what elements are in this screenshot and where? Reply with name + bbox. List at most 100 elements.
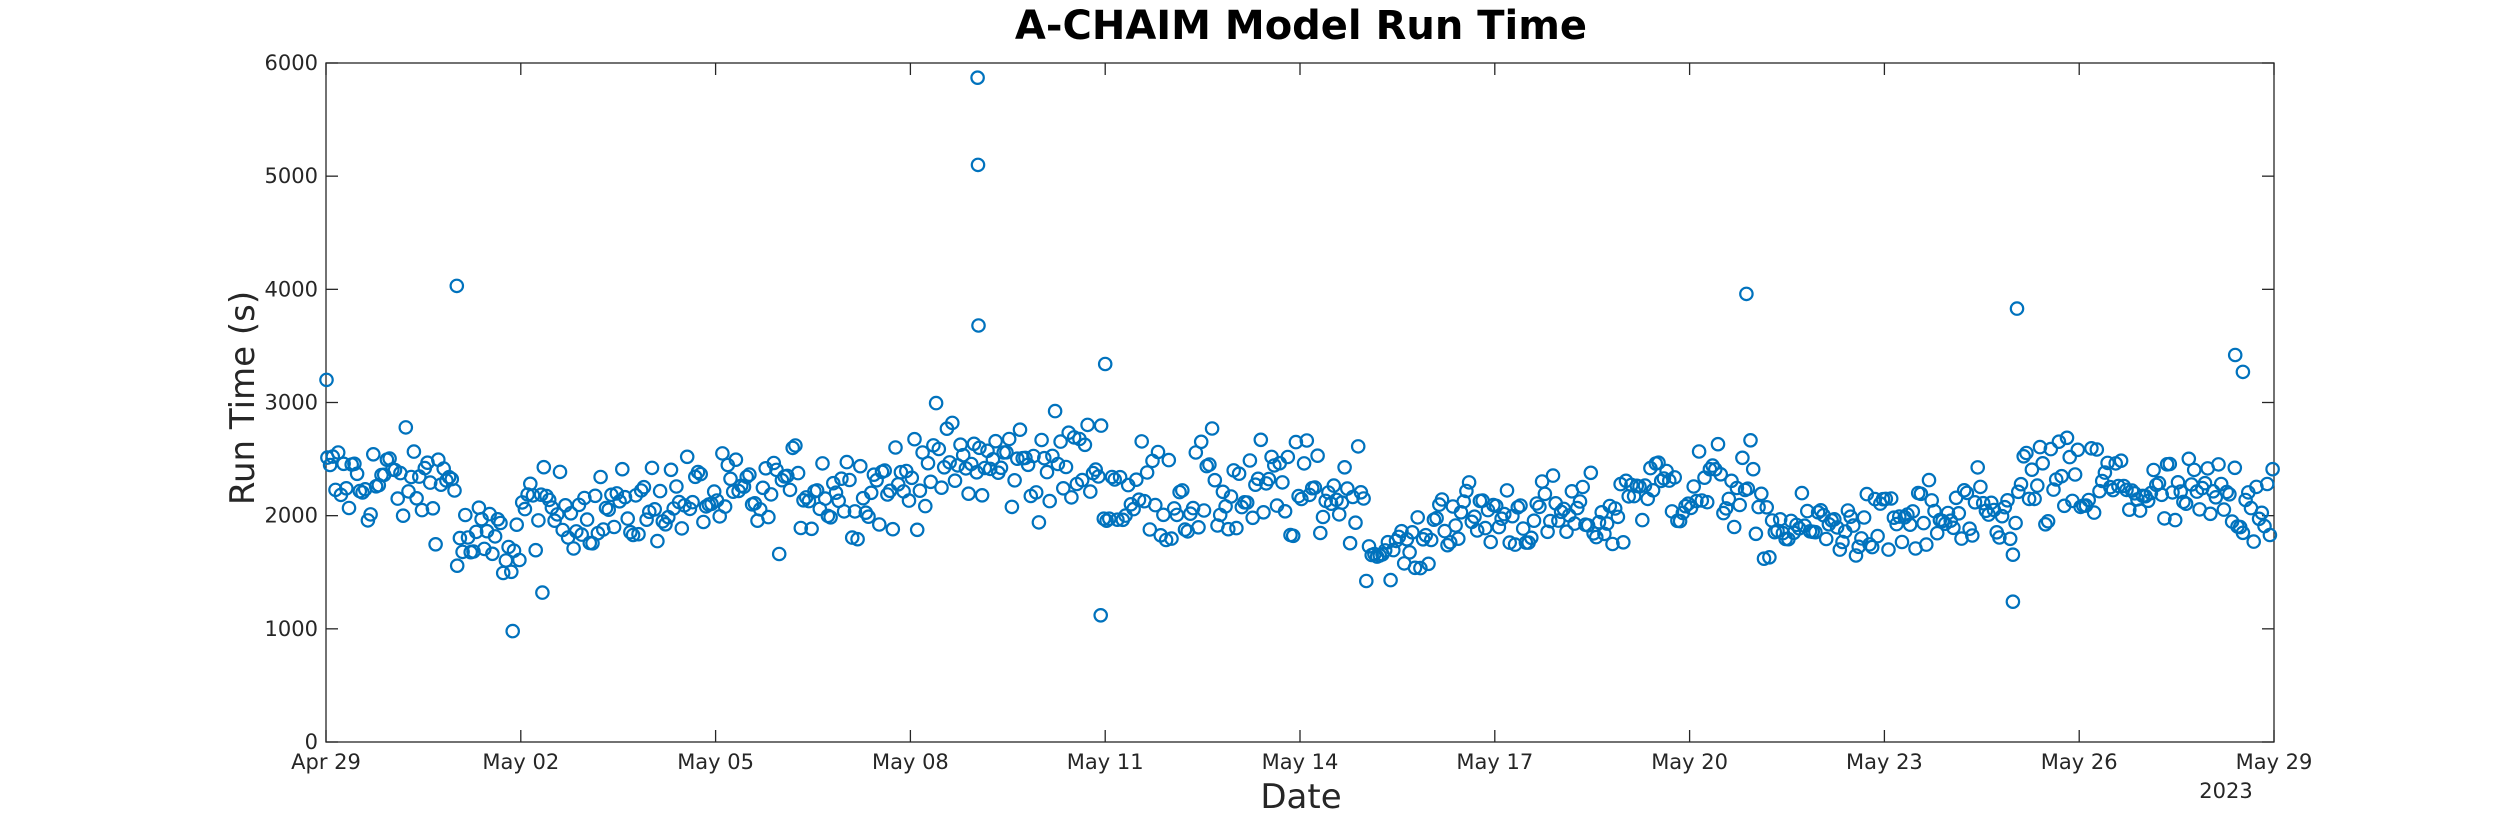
data-point <box>1800 503 1815 519</box>
data-point <box>1575 479 1590 495</box>
data-point <box>2186 462 2202 478</box>
x-axis: Apr 29 May 02 May 05 May 08 May 11 May 14 May … <box>291 63 2312 774</box>
data-point <box>644 460 660 476</box>
data-point <box>1405 524 1420 540</box>
data-point <box>1207 472 1223 488</box>
data-point <box>2046 482 2061 497</box>
data-point <box>1705 458 1720 473</box>
data-point <box>2219 484 2234 500</box>
data-point <box>717 499 733 514</box>
y-tick-label: 5000 <box>265 164 318 188</box>
data-point <box>1413 560 1428 576</box>
data-point <box>1215 484 1231 500</box>
data-point <box>1759 499 1774 515</box>
data-point <box>1645 482 1661 498</box>
data-point <box>2173 484 2188 499</box>
data-point <box>944 415 960 431</box>
data-point <box>1605 536 1620 552</box>
data-point <box>1456 494 1471 509</box>
data-point <box>1637 478 1653 493</box>
data-point <box>652 483 668 499</box>
data-point <box>682 501 698 517</box>
data-point <box>2000 492 2015 508</box>
data-point <box>2008 515 2023 531</box>
data-point <box>1567 516 1582 531</box>
data-point <box>1848 548 1864 563</box>
data-point <box>2097 465 2113 480</box>
data-point <box>528 542 543 558</box>
data-point <box>1905 504 1921 519</box>
data-point <box>601 502 616 517</box>
data-point <box>823 509 838 525</box>
data-point <box>1751 499 1766 515</box>
data-point <box>2084 440 2099 456</box>
data-point <box>1553 504 1569 520</box>
data-point <box>1334 495 1350 510</box>
data-point <box>2227 347 2243 363</box>
data-point <box>1992 530 2007 545</box>
data-point <box>947 473 963 488</box>
data-point <box>1434 492 1450 507</box>
data-point <box>620 511 635 526</box>
data-point <box>490 511 506 527</box>
data-point <box>2081 492 2096 508</box>
data-point <box>766 455 782 471</box>
data-point <box>928 395 944 411</box>
data-point <box>663 462 679 478</box>
data-point <box>1537 486 1553 502</box>
data-point <box>836 504 852 519</box>
data-point <box>1732 497 1747 513</box>
data-point <box>587 488 603 504</box>
data-point <box>1878 491 1894 507</box>
data-point <box>1423 532 1439 548</box>
data-point <box>1667 470 1682 485</box>
data-point <box>1710 436 1726 452</box>
data-point <box>1808 524 1823 540</box>
data-point <box>633 483 649 498</box>
data-point <box>1513 498 1528 513</box>
data-point <box>1994 508 2010 524</box>
data-point <box>804 521 819 537</box>
data-point <box>977 460 993 476</box>
data-point <box>2051 434 2067 449</box>
data-point <box>917 498 933 514</box>
data-point <box>347 456 362 472</box>
data-point <box>1951 505 1967 521</box>
x-tick-label: May 26 <box>2041 750 2118 774</box>
data-point <box>1754 486 1769 502</box>
data-point <box>961 486 976 501</box>
data-point <box>2002 531 2018 547</box>
data-point <box>1559 524 1574 539</box>
data-point <box>1529 496 1544 511</box>
data-point <box>885 521 901 537</box>
data-point <box>1965 528 1980 543</box>
data-point <box>971 318 986 333</box>
data-point <box>1299 433 1315 448</box>
data-point <box>2167 512 2183 528</box>
data-point <box>2103 479 2118 495</box>
data-point <box>457 507 473 523</box>
data-point <box>1313 525 1328 541</box>
data-point <box>577 490 592 506</box>
data-point <box>2122 502 2137 517</box>
data-point <box>449 278 465 294</box>
y-tick-label: 4000 <box>265 277 318 301</box>
x-tick-label: May 14 <box>1262 750 1339 774</box>
data-point <box>658 516 673 532</box>
data-point <box>614 461 630 477</box>
data-point <box>931 441 947 457</box>
x-tick-label: May 02 <box>482 750 559 774</box>
data-point <box>1459 483 1474 499</box>
data-point <box>999 444 1014 460</box>
data-point <box>1383 572 1398 588</box>
data-point <box>1794 485 1810 501</box>
data-point <box>2019 445 2034 461</box>
data-point <box>736 479 752 494</box>
y-axis-label: Run Time (s) <box>223 291 263 505</box>
data-point <box>1112 469 1128 485</box>
data-point <box>972 440 987 456</box>
data-point <box>2170 474 2186 490</box>
data-point <box>1892 509 1907 524</box>
y-tick-label: 6000 <box>265 51 318 75</box>
data-point <box>1093 607 1108 623</box>
